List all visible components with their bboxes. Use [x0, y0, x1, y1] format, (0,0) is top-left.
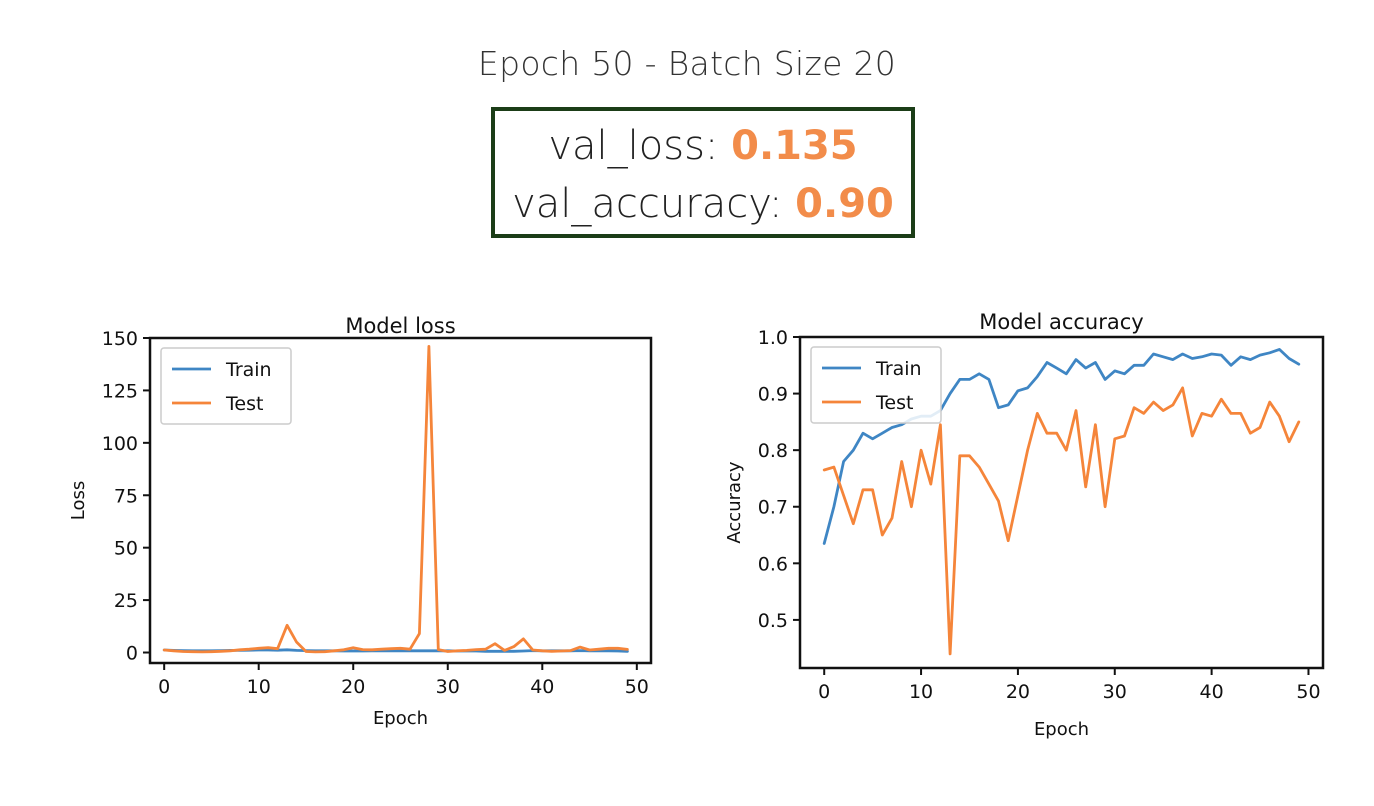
- accuracy-x-tick-label: 0: [818, 681, 830, 703]
- loss-y-tick-label: 125: [102, 380, 138, 402]
- loss-y-tick-label: 100: [102, 433, 138, 455]
- loss-x-tick-label: 30: [436, 676, 460, 698]
- loss-y-axis-label: Loss: [68, 481, 89, 520]
- loss-axes-frame: [148, 336, 653, 665]
- accuracy-x-tick-label: 10: [909, 681, 933, 703]
- loss-legend-label-train: Train: [225, 359, 272, 381]
- loss-x-tick-label: 50: [625, 676, 649, 698]
- val-loss-label: val_loss:: [548, 123, 732, 169]
- val-loss-line: val_loss: 0.135: [495, 117, 911, 175]
- loss-x-tick-label: 0: [158, 676, 170, 698]
- accuracy-x-tick-label: 50: [1296, 681, 1320, 703]
- accuracy-series-test-line: [822, 386, 1301, 656]
- accuracy-y-axis-label: Accuracy: [724, 461, 745, 544]
- accuracy-legend-box: [810, 346, 942, 424]
- page-title: Epoch 50 - Batch Size 20: [477, 44, 897, 83]
- accuracy-axes-frame: [798, 335, 1325, 670]
- loss-series-test-line: [162, 344, 629, 654]
- loss-y-tick-label: 150: [102, 328, 138, 350]
- loss-y-tick-label: 75: [114, 485, 138, 507]
- loss-y-tick-label: 0: [126, 643, 138, 665]
- val-loss-value: 0.135: [731, 123, 858, 169]
- accuracy-y-tick-label: 0.5: [758, 610, 788, 632]
- accuracy-x-tick-label: 30: [1103, 681, 1127, 703]
- accuracy-legend-label-train: Train: [875, 358, 922, 380]
- val-accuracy-label: val_accuracy:: [512, 181, 796, 227]
- accuracy-chart-title: Model accuracy: [979, 310, 1143, 334]
- loss-y-tick-label: 25: [114, 590, 138, 612]
- loss-x-tick-label: 10: [247, 676, 271, 698]
- loss-x-axis-label: Epoch: [373, 708, 428, 729]
- accuracy-x-axis-label: Epoch: [1034, 719, 1089, 740]
- loss-legend-box: [160, 347, 292, 425]
- accuracy-y-tick-label: 0.7: [758, 497, 788, 519]
- accuracy-x-tick-label: 40: [1200, 681, 1224, 703]
- loss-chart-title: Model loss: [345, 314, 455, 338]
- val-accuracy-value: 0.90: [795, 181, 894, 227]
- val-accuracy-line: val_accuracy: 0.90: [495, 175, 911, 233]
- accuracy-y-tick-label: 0.9: [758, 384, 788, 406]
- loss-legend-label-test: Test: [225, 393, 263, 415]
- loss-y-tick-label: 50: [114, 538, 138, 560]
- accuracy-y-tick-label: 0.8: [758, 440, 788, 462]
- accuracy-legend-label-test: Test: [875, 392, 913, 414]
- accuracy-y-tick-label: 1.0: [758, 327, 788, 349]
- metrics-box: val_loss: 0.135 val_accuracy: 0.90: [491, 107, 915, 238]
- accuracy-x-tick-label: 20: [1006, 681, 1030, 703]
- loss-x-tick-label: 20: [341, 676, 365, 698]
- accuracy-y-tick-label: 0.6: [758, 553, 788, 575]
- loss-x-tick-label: 40: [530, 676, 554, 698]
